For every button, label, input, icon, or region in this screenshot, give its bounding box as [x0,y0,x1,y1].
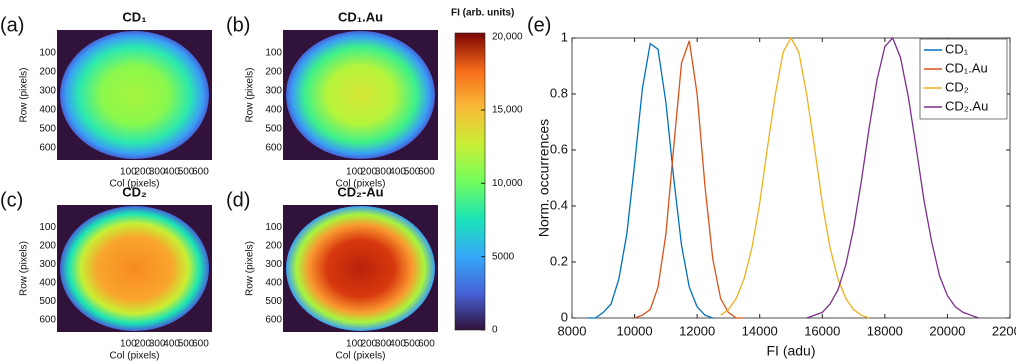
panel-label: (b) [226,14,250,36]
colorbar-tick-label: 20,000 [492,31,523,42]
intensity-map [286,206,435,331]
legend-label: CD₂ [945,79,969,94]
y-tick-label: 100 [39,47,56,58]
y-tick-label: 600 [39,142,56,153]
x-tick-label: 600 [418,167,435,178]
y-axis-label: Row (pixels) [19,241,30,296]
x-axis-label: Col (pixels) [335,351,385,362]
colorbar-tick-label: 10,000 [492,178,523,189]
series-line [588,44,713,318]
y-tick-label: 600 [265,315,282,326]
y-tick-label: 400 [39,104,56,115]
x-tick-label: 10000 [616,323,652,338]
y-tick-label: 0.8 [550,85,568,100]
colorbar [455,33,485,330]
y-axis-label: Row (pixels) [245,241,256,296]
y-tick-label: 0.4 [550,197,568,212]
y-tick-label: 200 [265,66,282,77]
y-tick-label: 0.2 [550,253,568,268]
y-tick-label: 100 [39,222,56,233]
panel-title: CD₁.Au [338,9,383,24]
y-tick-label: 200 [265,240,282,251]
colorbar-tick-label: 5000 [492,251,515,262]
legend-label: CD₁.Au [945,60,988,75]
y-tick-label: 400 [265,278,282,289]
panel-title: CD₂-Au [337,184,383,199]
panel-label: (e) [527,14,551,36]
panel-label: (c) [0,189,23,211]
y-tick-label: 100 [265,222,282,233]
y-tick-label: 200 [39,240,56,251]
legend-label: CD₁ [945,41,969,56]
y-tick-label: 600 [265,142,282,153]
x-axis-label: Col (pixels) [109,351,159,362]
y-axis-label: Norm. occurrences [536,119,552,237]
y-axis-label: Row (pixels) [19,67,30,122]
intensity-map [60,206,209,331]
colorbar-tick-label: 0 [492,325,498,336]
y-tick-label: 300 [39,85,56,96]
y-tick-label: 400 [265,104,282,115]
x-tick-label: 16000 [804,323,840,338]
series-line [635,41,745,318]
y-tick-label: 0.6 [550,141,568,156]
y-tick-label: 1 [561,29,568,44]
y-tick-label: 500 [265,123,282,134]
y-tick-label: 400 [39,278,56,289]
panel-title: CD₂ [122,184,147,199]
y-tick-label: 500 [265,296,282,307]
legend-label: CD₂.Au [945,98,988,113]
panel-label: (d) [226,189,250,211]
colorbar-title: FI (arb. units) [451,8,514,19]
y-tick-label: 200 [39,66,56,77]
y-tick-label: 300 [265,259,282,270]
colorbar-tick-label: 15,000 [492,105,523,116]
x-tick-label: 8000 [558,323,587,338]
y-tick-label: 500 [39,296,56,307]
intensity-map [286,31,435,159]
x-tick-label: 600 [192,339,209,350]
x-axis-label: FI (adu) [766,343,815,359]
figure: (a)CD₁1002003004005006001002003004005006… [0,0,1016,364]
x-tick-label: 600 [192,167,209,178]
series-line [721,38,870,318]
x-tick-label: 600 [418,339,435,350]
x-tick-label: 14000 [742,323,778,338]
y-axis-label: Row (pixels) [245,67,256,122]
y-tick-label: 300 [265,85,282,96]
x-tick-label: 18000 [867,323,903,338]
y-tick-label: 300 [39,259,56,270]
y-tick-label: 500 [39,123,56,134]
panel-title: CD₁ [122,9,146,24]
y-tick-label: 100 [265,47,282,58]
panel-label: (a) [0,14,24,36]
intensity-map [60,31,209,159]
y-tick-label: 0 [561,309,568,324]
x-tick-label: 20000 [929,323,965,338]
x-tick-label: 12000 [679,323,715,338]
y-tick-label: 600 [39,315,56,326]
